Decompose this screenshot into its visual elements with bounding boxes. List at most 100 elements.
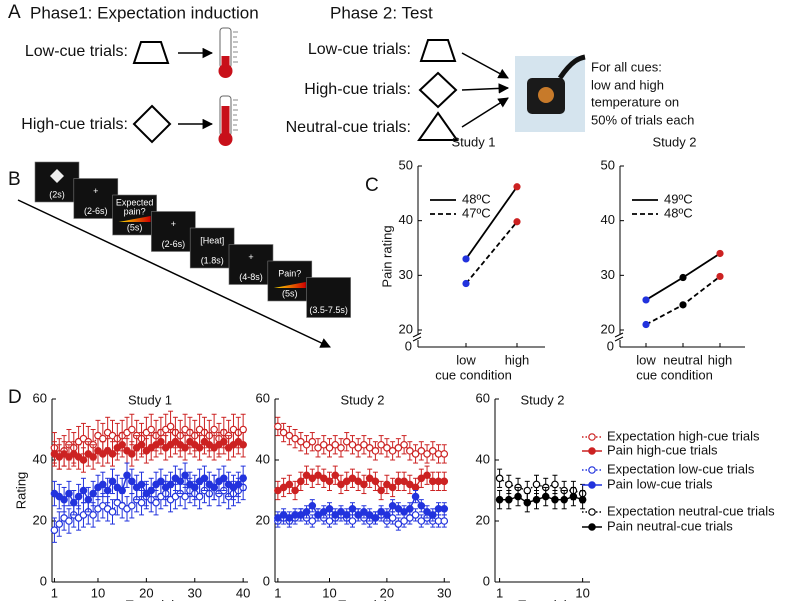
x-tick-label: high bbox=[708, 352, 733, 367]
arrow bbox=[461, 83, 510, 94]
point bbox=[128, 477, 136, 486]
cue-row-label: Neutral-cue trials: bbox=[286, 119, 411, 136]
point bbox=[505, 495, 513, 504]
y-tick-label: 50 bbox=[601, 157, 615, 172]
point bbox=[417, 447, 426, 455]
point bbox=[314, 511, 322, 519]
point bbox=[297, 437, 305, 446]
axis-break bbox=[614, 332, 624, 338]
point bbox=[200, 474, 209, 483]
point bbox=[302, 440, 311, 449]
point bbox=[152, 498, 160, 507]
point bbox=[79, 486, 88, 495]
point bbox=[383, 511, 391, 519]
point bbox=[578, 495, 587, 504]
point bbox=[108, 508, 117, 516]
y-tick-label: 50 bbox=[399, 157, 413, 172]
series-line bbox=[465, 186, 518, 260]
point bbox=[279, 428, 288, 437]
screen-text: [Heat] bbox=[200, 235, 224, 245]
legend-label: Expectation high-cue trials bbox=[607, 428, 760, 443]
thermode-image bbox=[515, 54, 586, 132]
x-tick-label: low bbox=[636, 352, 656, 367]
point bbox=[99, 480, 107, 489]
duration: (4-8s) bbox=[239, 272, 263, 282]
point bbox=[108, 450, 117, 458]
y-tick-label: 30 bbox=[399, 267, 413, 282]
point bbox=[195, 443, 204, 452]
point bbox=[302, 471, 311, 480]
cue-row-label: Low-cue trials: bbox=[308, 41, 411, 58]
axis-break bbox=[614, 336, 624, 342]
point bbox=[137, 480, 146, 489]
series-line bbox=[499, 477, 583, 495]
point bbox=[157, 437, 165, 446]
point bbox=[394, 504, 403, 513]
note-line: low and high bbox=[591, 77, 664, 92]
point bbox=[383, 480, 391, 489]
point bbox=[274, 422, 282, 431]
point bbox=[239, 440, 247, 449]
x-tick-label: 20 bbox=[380, 585, 394, 600]
neutral-cue-shape bbox=[417, 111, 459, 141]
point bbox=[342, 511, 351, 519]
point bbox=[319, 440, 328, 449]
y-tick-label: 20 bbox=[256, 512, 270, 527]
y-tick-label: 20 bbox=[476, 512, 490, 527]
point bbox=[642, 296, 650, 304]
point bbox=[108, 477, 117, 486]
point bbox=[319, 474, 328, 483]
arrow bbox=[461, 97, 509, 128]
point bbox=[69, 498, 78, 507]
y-tick-label: 60 bbox=[33, 390, 47, 405]
point bbox=[360, 508, 368, 516]
point bbox=[400, 440, 408, 449]
screen bbox=[112, 194, 157, 236]
point bbox=[337, 508, 345, 516]
point bbox=[176, 477, 185, 486]
duration: (2-6s) bbox=[162, 239, 186, 249]
point bbox=[331, 471, 340, 480]
legend-label: Expectation neutral-cue trials bbox=[607, 503, 775, 518]
legend-label: Pain neutral-cue trials bbox=[607, 518, 733, 533]
point bbox=[428, 447, 437, 455]
chart-title: Study 1 bbox=[451, 134, 495, 149]
note-line: temperature on bbox=[591, 94, 679, 109]
x-axis-label: cue condition bbox=[636, 367, 713, 382]
point bbox=[157, 477, 165, 486]
y-tick-label: 60 bbox=[256, 390, 270, 405]
x-axis-label: Test trial bbox=[518, 597, 567, 601]
point bbox=[371, 477, 380, 486]
screen bbox=[73, 178, 119, 219]
point bbox=[128, 450, 136, 458]
legend-marker bbox=[588, 466, 596, 474]
point bbox=[513, 218, 521, 226]
point bbox=[377, 508, 385, 516]
y-axis-label: Rating bbox=[13, 472, 28, 510]
y-tick-label: 0 bbox=[40, 573, 47, 588]
y-tick-label: 20 bbox=[601, 321, 615, 336]
point bbox=[325, 504, 334, 513]
point bbox=[371, 514, 380, 522]
point bbox=[325, 443, 334, 452]
note-line: 50% of trials each bbox=[591, 112, 694, 127]
point bbox=[274, 486, 282, 495]
series-line bbox=[645, 275, 721, 326]
point bbox=[291, 434, 299, 443]
point bbox=[123, 471, 131, 480]
screen-text: + bbox=[171, 219, 176, 229]
point bbox=[423, 450, 431, 458]
screen bbox=[228, 244, 274, 285]
duration: (5s) bbox=[127, 222, 143, 232]
point bbox=[417, 474, 426, 483]
legend-label: Pain low-cue trials bbox=[607, 476, 713, 491]
legend-marker bbox=[588, 447, 596, 455]
point bbox=[411, 450, 420, 458]
point bbox=[89, 511, 97, 519]
point bbox=[210, 425, 218, 434]
y-tick-label: 40 bbox=[256, 451, 270, 466]
point bbox=[190, 483, 199, 492]
point bbox=[417, 501, 426, 510]
